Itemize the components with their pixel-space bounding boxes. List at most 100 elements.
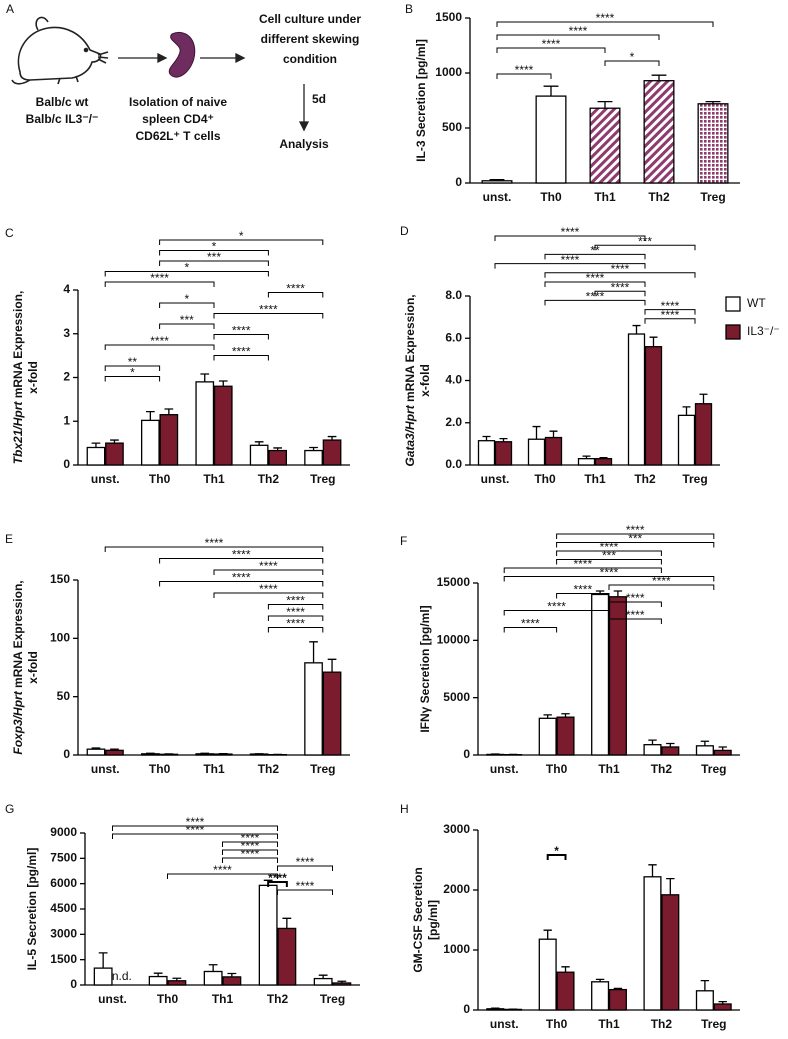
bar (86, 748, 106, 756)
error-bar (327, 658, 337, 673)
significance-bracket (556, 533, 715, 539)
error-bar (699, 393, 708, 404)
significance-bracket (267, 615, 324, 621)
bar (159, 414, 179, 466)
significance-label: **** (586, 271, 605, 285)
significance-bracket (159, 581, 324, 587)
significance-label: **** (569, 24, 588, 38)
y-axis-label-part: Tbx21/Hprt (11, 401, 25, 465)
y-tick-label: 0 (63, 457, 70, 471)
x-tick-label: unst. (91, 762, 120, 776)
significance-bracket (503, 576, 715, 582)
bar (608, 988, 627, 1011)
y-axis-label-part: IL-3 Secretion [pg/ml] (414, 39, 428, 162)
error-bar (597, 100, 613, 109)
y-tick-label: 3000 (50, 927, 77, 941)
x-tick-label: Th2 (634, 472, 656, 486)
y-axis-label-part: mRNA Expression, (11, 580, 25, 691)
significance-bracket (222, 841, 278, 847)
error-bar (651, 74, 667, 81)
error-bar (543, 85, 559, 97)
significance-bracket (556, 559, 662, 565)
error-bar (649, 336, 658, 347)
bar (713, 749, 732, 756)
significance-bracket (594, 290, 646, 297)
y-axis-label-part: mRNA Expression, (403, 294, 417, 405)
y-tick-label: 6000 (50, 876, 77, 890)
significance-label: *** (628, 532, 642, 546)
panel-letter: D (400, 224, 409, 238)
x-tick-label: Th2 (651, 762, 673, 776)
x-tick-label: Th1 (212, 992, 234, 1006)
significance-label: *** (602, 549, 616, 563)
significance-bracket (159, 558, 324, 564)
significance-label: **** (232, 324, 251, 338)
x-tick-label: Th2 (651, 1017, 673, 1031)
error-bar (561, 966, 570, 973)
error-bar (700, 979, 710, 991)
significance-label: **** (259, 582, 278, 596)
panel-letter: B (405, 2, 413, 16)
bar (695, 990, 714, 1011)
significance-bracket (644, 318, 696, 324)
significance-bracket (277, 889, 333, 895)
significance-bracket (544, 253, 646, 260)
x-tick-label: Th1 (203, 762, 225, 776)
bar (332, 982, 352, 986)
arrows (118, 52, 310, 132)
significance-label: **** (296, 855, 315, 869)
error-bar (208, 964, 218, 972)
x-tick-label: Th2 (258, 472, 280, 486)
bar (277, 927, 297, 986)
significance-bracket (496, 34, 660, 40)
x-tick-label: Th0 (534, 472, 556, 486)
bar (556, 716, 575, 756)
y-axis-label-part: x-fold (26, 361, 40, 394)
significance-label: **** (241, 839, 260, 853)
y-tick-label: 1500 (50, 952, 77, 966)
isolation-text: spleen CD4⁺ (142, 112, 214, 126)
bar (167, 980, 187, 986)
x-tick-label: Th0 (540, 190, 562, 204)
duration: 5d (312, 92, 326, 106)
significance-bracket (222, 857, 278, 863)
bar (538, 717, 557, 756)
x-tick-label: Th1 (203, 472, 225, 486)
legend-label: WT (747, 296, 766, 310)
bar (322, 671, 342, 756)
x-tick-label: unst. (490, 762, 519, 776)
panel-letter: E (5, 532, 13, 546)
bar (535, 95, 567, 184)
x-tick-label: Th1 (584, 472, 606, 486)
x-tick-label: Th2 (267, 992, 289, 1006)
significance-label: **** (286, 605, 305, 619)
bar (159, 753, 179, 756)
y-tick-label: 2 (63, 370, 70, 384)
significance-label: *** (638, 234, 652, 248)
y-tick-label: 1500 (435, 10, 462, 24)
y-tick-label: 3000 (443, 822, 470, 836)
y-axis-label-part: mRNA Expression, (11, 291, 25, 402)
bar (249, 753, 269, 756)
y-tick-label: 4.0 (445, 373, 462, 387)
x-tick-label: unst. (481, 472, 510, 486)
x-tick-label: unst. (483, 190, 512, 204)
significance-bracket (222, 849, 278, 855)
bar (86, 446, 106, 466)
y-axis-label-part: x-fold (418, 364, 432, 397)
x-tick-label: Treg (700, 190, 725, 204)
y-axis-label: Gata3/Hprt mRNA Expression,x-fold (403, 294, 432, 466)
x-tick-label: Treg (310, 472, 335, 486)
legend-label: IL3⁻/⁻ (747, 324, 780, 338)
error-bar (532, 425, 541, 440)
error-bar (700, 740, 710, 746)
significance-label: **** (521, 617, 540, 631)
significance-label: **** (241, 847, 260, 861)
bar (504, 1008, 523, 1011)
bar (203, 970, 223, 986)
significance-label: * (184, 292, 189, 306)
significance-bracket (556, 542, 715, 548)
significance-label: **** (542, 37, 561, 51)
y-axis-label-part: x-fold (26, 651, 40, 684)
x-tick-label: Th0 (149, 762, 171, 776)
